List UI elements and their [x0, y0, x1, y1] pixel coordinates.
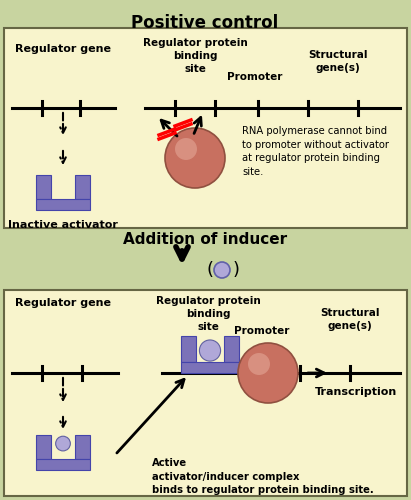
Circle shape [55, 436, 70, 451]
Circle shape [248, 353, 270, 375]
Text: Promoter: Promoter [227, 72, 283, 82]
Bar [75, 175, 90, 200]
Text: Addition of inducer: Addition of inducer [123, 232, 287, 247]
Text: Transcription: Transcription [315, 387, 397, 397]
Circle shape [165, 128, 225, 188]
Text: RNA polymerase cannot bind
to promoter without activator
at regulator protein bi: RNA polymerase cannot bind to promoter w… [242, 126, 389, 177]
Text: Structural
gene(s): Structural gene(s) [308, 50, 368, 73]
Text: (: ( [206, 261, 213, 279]
Text: ): ) [233, 261, 240, 279]
Bar [224, 336, 239, 362]
Text: Regulator protein
binding
site: Regulator protein binding site [143, 38, 247, 74]
Text: Promoter: Promoter [234, 326, 290, 336]
Text: Regulator gene: Regulator gene [15, 298, 111, 308]
Text: Regulator protein
binding
site: Regulator protein binding site [156, 296, 261, 332]
Bar [75, 435, 90, 460]
Circle shape [199, 340, 221, 361]
Bar [36, 460, 90, 470]
Bar [181, 362, 239, 373]
Circle shape [214, 262, 230, 278]
Bar [36, 200, 90, 210]
Text: Structural
gene(s): Structural gene(s) [320, 308, 380, 331]
FancyBboxPatch shape [4, 290, 407, 496]
Text: Inactive activator: Inactive activator [8, 220, 118, 230]
Bar [36, 435, 51, 460]
Bar [36, 175, 51, 200]
Circle shape [238, 343, 298, 403]
Bar [181, 336, 196, 362]
Text: Active
activator/inducer complex
binds to regulator protein binding site.: Active activator/inducer complex binds t… [152, 458, 374, 495]
FancyBboxPatch shape [4, 28, 407, 228]
Text: Regulator gene: Regulator gene [15, 44, 111, 54]
Circle shape [175, 138, 197, 160]
Text: Positive control: Positive control [132, 14, 279, 32]
